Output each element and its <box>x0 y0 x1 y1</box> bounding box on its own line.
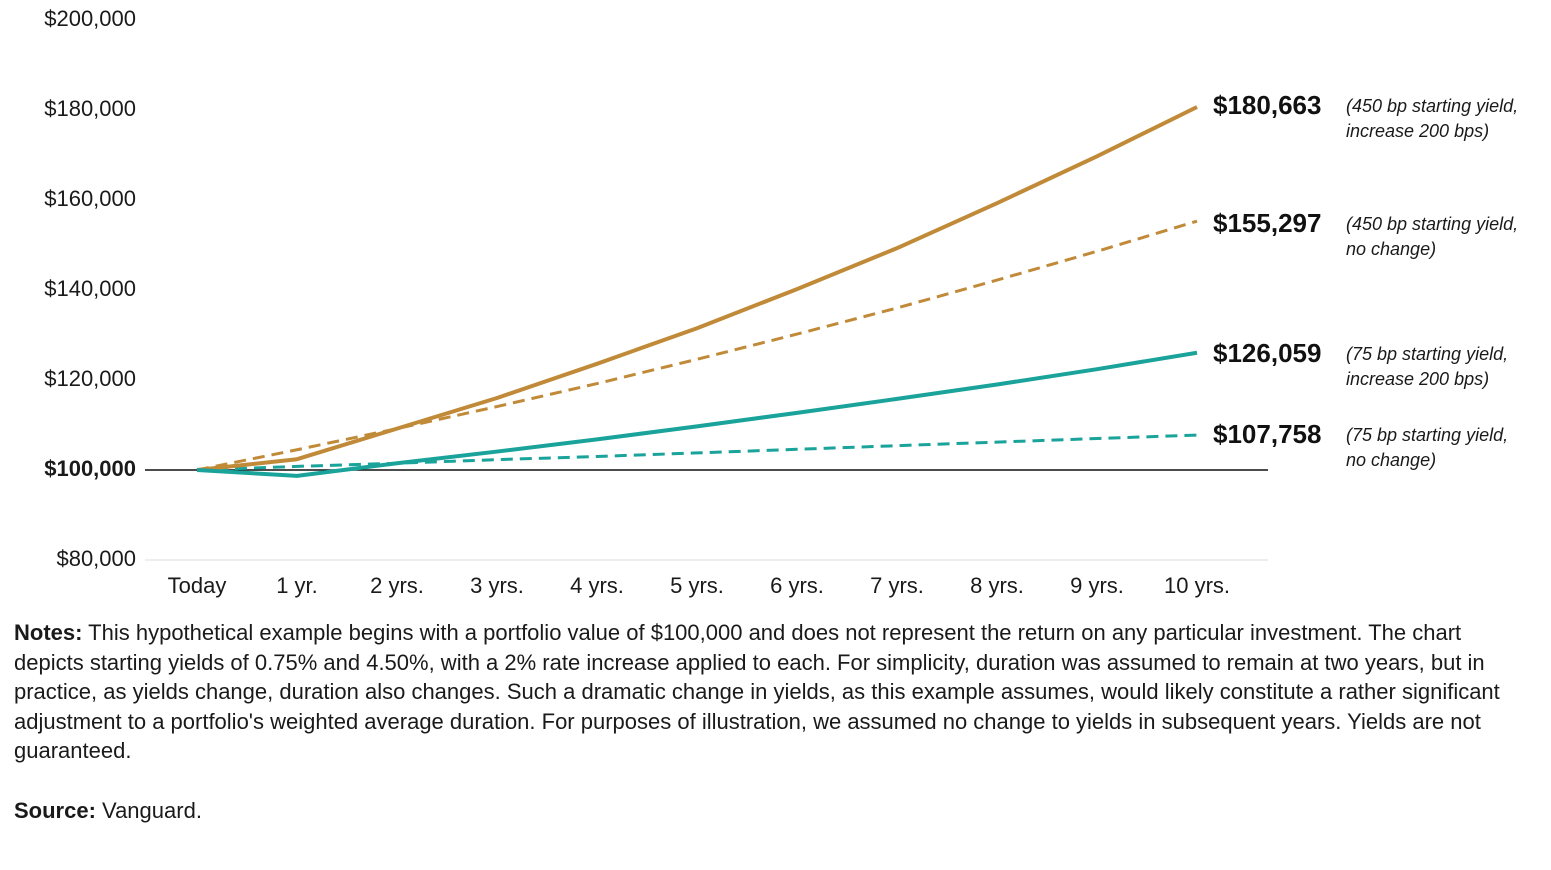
series-line-s450-nochange <box>196 219 1198 472</box>
y-tick-label-200-000: $200,000 <box>44 6 136 31</box>
source-paragraph: Source: Vanguard. <box>14 796 1514 826</box>
x-tick-label-today: Today <box>168 573 227 598</box>
notes-text: This hypothetical example begins with a … <box>14 620 1500 763</box>
series-line-s450-increase <box>196 105 1198 472</box>
line-chart: $200,000 $180,000 $160,000 $140,000 $120,000… <box>44 6 1518 598</box>
end-value-label-s75-increase: $126,059 <box>1213 338 1321 368</box>
end-labels: $180,663 (450 bp starting yield, increase … <box>1213 90 1518 470</box>
series-note-s450-nochange-line-2: no change) <box>1346 239 1436 259</box>
series-note-s450-nochange-line-1: (450 bp starting yield, <box>1346 214 1518 234</box>
notes-label: Notes: <box>14 620 83 645</box>
y-tick-label-140-000: $140,000 <box>44 276 136 301</box>
x-tick-label-2-yrs: 2 yrs. <box>370 573 424 598</box>
y-tick-label-100-000: $100,000 <box>44 456 136 481</box>
series-note-s450-increase-line-1: (450 bp starting yield, <box>1346 96 1518 116</box>
end-value-label-s450-increase: $180,663 <box>1213 90 1321 120</box>
x-tick-label-7-yrs: 7 yrs. <box>870 573 924 598</box>
x-tick-label-4-yrs: 4 yrs. <box>570 573 624 598</box>
x-axis: Today 1 yr. 2 yrs. 3 yrs. 4 yrs. 5 yrs. 6 yrs.… <box>168 573 1230 598</box>
y-tick-label-160-000: $160,000 <box>44 186 136 211</box>
x-tick-label-8-yrs: 8 yrs. <box>970 573 1024 598</box>
series-lines <box>196 105 1198 478</box>
series-line-s75-increase <box>196 350 1198 478</box>
x-tick-label-5-yrs: 5 yrs. <box>670 573 724 598</box>
notes-paragraph: Notes: This hypothetical example begins … <box>14 618 1514 766</box>
x-tick-label-6-yrs: 6 yrs. <box>770 573 824 598</box>
series-note-s75-nochange-line-2: no change) <box>1346 450 1436 470</box>
y-tick-label-80-000: $80,000 <box>56 546 136 571</box>
x-tick-label-1-yr: 1 yr. <box>276 573 318 598</box>
series-note-s75-increase-line-2: increase 200 bps) <box>1346 369 1489 389</box>
x-tick-label-10-yrs: 10 yrs. <box>1164 573 1230 598</box>
source-text: Vanguard. <box>95 797 202 823</box>
end-value-label-s75-nochange: $107,758 <box>1213 419 1321 449</box>
source-label: Source: <box>14 797 96 823</box>
end-value-label-s450-nochange: $155,297 <box>1213 208 1321 238</box>
y-axis: $200,000 $180,000 $160,000 $140,000 $120,000… <box>44 6 136 571</box>
y-tick-label-120-000: $120,000 <box>44 366 136 391</box>
series-note-s75-nochange-line-1: (75 bp starting yield, <box>1346 425 1508 445</box>
footnotes: Notes: This hypothetical example begins … <box>14 618 1514 825</box>
x-tick-label-9-yrs: 9 yrs. <box>1070 573 1124 598</box>
series-note-s450-increase-line-2: increase 200 bps) <box>1346 121 1489 141</box>
y-tick-label-180-000: $180,000 <box>44 96 136 121</box>
x-tick-label-3-yrs: 3 yrs. <box>470 573 524 598</box>
series-note-s75-increase-line-1: (75 bp starting yield, <box>1346 344 1508 364</box>
series-line-s75-nochange <box>196 433 1198 472</box>
